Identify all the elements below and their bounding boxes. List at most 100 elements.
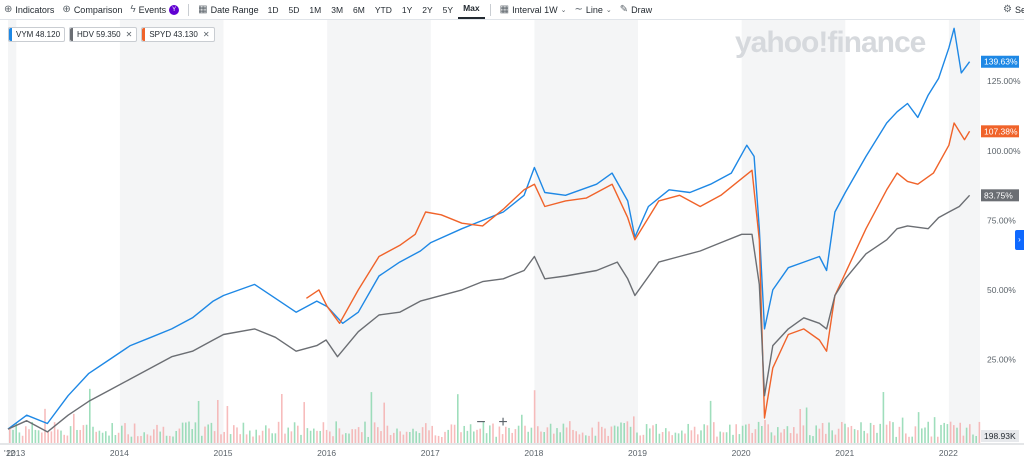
volume-bar <box>66 435 69 443</box>
volume-bar <box>261 430 264 443</box>
chevron-down-icon: ⌄ <box>560 6 567 14</box>
volume-label: 198.93K <box>984 431 1016 441</box>
volume-bar <box>82 425 85 443</box>
zoom-in-button[interactable]: + <box>498 414 508 431</box>
volume-bar <box>357 427 360 443</box>
volume-bar <box>12 429 14 443</box>
legend-chip-spyd[interactable]: SPYD 43.130 ✕ <box>141 27 215 42</box>
volume-bar <box>50 431 53 443</box>
volume-bar <box>252 436 254 443</box>
range-max[interactable]: Max <box>458 0 485 19</box>
x-tick-label: 2014 <box>110 448 129 458</box>
volume-bar <box>463 425 465 443</box>
volume-bar <box>725 432 728 443</box>
volume-bar <box>178 428 181 443</box>
volume-bar <box>185 422 187 443</box>
range-3m[interactable]: 3M <box>331 4 344 15</box>
volume-bar <box>149 435 152 443</box>
volume-bar <box>476 429 478 443</box>
chart-area[interactable]: 25.00% 50.00% 75.00% 100.00% 125.00% 139.63% 1… <box>0 20 1024 467</box>
legend-color-swatch <box>142 28 146 41</box>
volume-bar <box>418 432 421 443</box>
y-tick-label: 25.00% <box>987 355 1016 365</box>
range-1d[interactable]: 1D <box>267 4 279 15</box>
events-badge: Y <box>169 4 180 15</box>
volume-bar <box>412 428 414 443</box>
volume-bar <box>197 400 200 443</box>
volume-bar <box>281 394 283 443</box>
volume-bar <box>962 435 965 443</box>
toolbar-divider <box>188 3 190 16</box>
settings-button[interactable]: ⚙ Se <box>1003 0 1024 19</box>
range-ytd[interactable]: YTD <box>374 4 392 15</box>
volume-bar <box>879 423 881 443</box>
events-label: Events <box>138 4 167 15</box>
volume-bar <box>213 431 216 443</box>
volume-bar <box>585 435 587 443</box>
series-line-hdv[interactable] <box>7 194 971 433</box>
range-1m[interactable]: 1M <box>309 4 322 15</box>
volume-bar <box>351 429 353 443</box>
interval-button[interactable]: ▦ Interval 1W ⌄ <box>496 0 571 19</box>
volume-bar <box>636 432 638 443</box>
expand-panel-button[interactable]: › <box>1015 230 1024 250</box>
series-line-spyd[interactable] <box>306 122 971 419</box>
volume-bar <box>98 430 101 443</box>
volume-bar <box>604 428 606 443</box>
volume-bar <box>581 432 584 443</box>
range-selector: 1D 5D 1M 3M 6M YTD 1Y 2Y 5Y Max <box>263 0 485 19</box>
volume-bar <box>805 407 808 443</box>
range-2y[interactable]: 2Y <box>422 4 433 15</box>
range-5y[interactable]: 5Y <box>442 4 454 15</box>
x-tick-label: 2017 <box>421 448 440 458</box>
volume-bar <box>617 426 619 443</box>
volume-bar <box>322 422 325 443</box>
draw-button[interactable]: ✎ Draw <box>616 0 656 19</box>
volume-bar <box>873 424 875 443</box>
volume-bar <box>953 425 955 443</box>
volume-bar <box>300 434 302 443</box>
close-icon[interactable]: ✕ <box>125 30 133 39</box>
legend-chip-vym[interactable]: VYM 48.120 <box>8 27 66 42</box>
volume-bar <box>437 435 440 443</box>
interval-label: Interval <box>512 4 542 15</box>
date-range-button[interactable]: ▦ Date Range <box>194 0 263 19</box>
x-tick-label: 2019 <box>628 448 647 458</box>
volume-bar <box>716 436 718 443</box>
volume-bar <box>748 423 750 443</box>
range-5d[interactable]: 5D <box>288 4 300 15</box>
volume-bar <box>73 413 75 443</box>
volume-bar <box>25 426 27 443</box>
volume-bar <box>869 422 872 443</box>
volume-bar <box>44 408 46 443</box>
volume-bar <box>159 431 161 443</box>
indicators-button[interactable]: ⊕ Indicators <box>0 0 58 19</box>
volume-bar <box>911 436 913 443</box>
volume-bar <box>101 432 104 443</box>
zoom-out-button[interactable]: − <box>476 414 486 431</box>
series-line-vym[interactable] <box>7 27 971 430</box>
volume-bar <box>290 431 293 443</box>
range-6m[interactable]: 6M <box>353 4 365 15</box>
volume-bar <box>921 428 923 443</box>
volume-bar <box>620 422 622 443</box>
close-icon[interactable]: ✕ <box>202 30 210 39</box>
volume-bar <box>175 430 177 443</box>
chart-type-button[interactable]: ∼ Line ⌄ <box>570 0 615 19</box>
volume-bar <box>233 425 235 443</box>
volume-bar <box>841 421 843 443</box>
volume-bar <box>831 430 833 443</box>
volume-bar <box>562 423 565 443</box>
volume-bar <box>386 425 389 443</box>
events-button[interactable]: ϟ Events Y <box>126 0 183 19</box>
volume-bar <box>719 431 721 443</box>
comparison-button[interactable]: ⊕ Comparison <box>58 0 126 19</box>
volume-bar <box>92 426 94 443</box>
volume-bar <box>89 388 91 443</box>
volume-bar <box>850 425 853 443</box>
legend-chip-hdv[interactable]: HDV 59.350 ✕ <box>69 27 138 42</box>
range-1y[interactable]: 1Y <box>401 4 413 15</box>
volume-bar <box>469 424 472 443</box>
volume-bar <box>895 436 897 443</box>
volume-bar <box>130 436 133 443</box>
